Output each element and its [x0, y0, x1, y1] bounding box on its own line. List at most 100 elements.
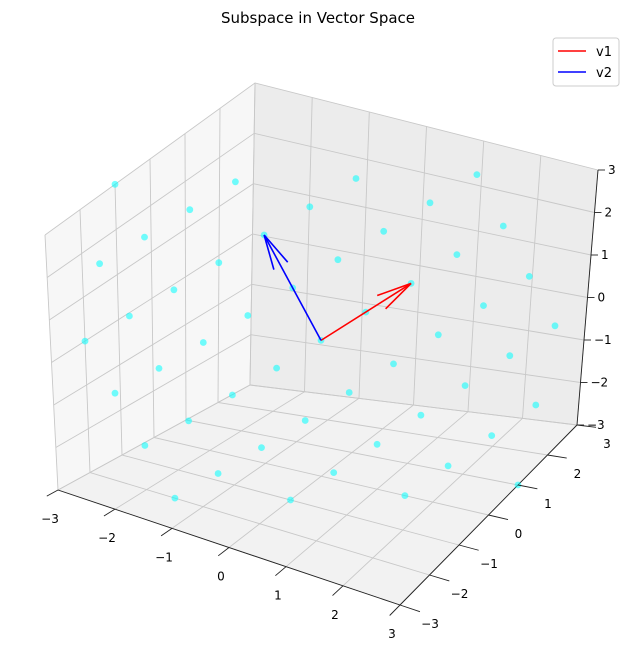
- y-tick-label: −3: [421, 617, 439, 631]
- y-tick-label: −1: [480, 557, 498, 571]
- x-tick-label: −2: [98, 531, 116, 545]
- y-tick-label: −2: [451, 587, 469, 601]
- plane-point: [215, 259, 223, 267]
- plane-points: [81, 171, 559, 504]
- plane-point: [480, 302, 487, 309]
- z-tick-label: −1: [594, 333, 612, 347]
- plane-point: [352, 175, 360, 182]
- y-tick-mark: [429, 574, 450, 582]
- x-tick-mark: [275, 566, 287, 577]
- plane-point: [426, 199, 434, 207]
- vector-arrows: [263, 234, 412, 342]
- x-tick-mark: [46, 489, 59, 497]
- z-tick-label: 2: [605, 206, 613, 220]
- plane-point: [525, 273, 533, 280]
- plane-point: [111, 389, 119, 397]
- plane-point: [185, 417, 193, 425]
- plane-point: [81, 337, 89, 345]
- plane-point: [345, 389, 353, 396]
- plane-point: [473, 171, 481, 179]
- plane-point: [330, 469, 338, 476]
- x-tick-mark: [217, 547, 230, 557]
- z-tick-label: 3: [608, 163, 616, 177]
- vector-v1-head: [385, 282, 412, 310]
- x-tick-mark: [103, 508, 116, 517]
- y-tick-mark: [488, 514, 509, 520]
- vector-v2-head: [263, 234, 275, 270]
- z-tick-label: 0: [598, 291, 606, 305]
- plane-point: [96, 260, 103, 268]
- plane-point: [499, 222, 507, 230]
- plane-point: [444, 462, 452, 470]
- chart-title: Subspace in Vector Space: [221, 9, 415, 27]
- legend-label-v2: v2: [596, 66, 612, 81]
- vector-v2-head: [263, 234, 289, 263]
- plane-point: [155, 365, 163, 372]
- plane-point: [453, 251, 461, 258]
- y-tick-mark: [458, 544, 479, 551]
- y-tick-label: 3: [603, 437, 611, 451]
- plane-point: [373, 440, 381, 448]
- plane-point: [417, 411, 425, 419]
- plane-point: [506, 352, 514, 360]
- y-tick-mark: [547, 454, 567, 459]
- y-tick-label: 0: [515, 527, 523, 541]
- vector-v2: [263, 234, 322, 341]
- plane-point: [380, 227, 388, 235]
- plane-point: [301, 417, 309, 424]
- plane-point: [125, 312, 133, 320]
- vector-v1: [320, 282, 412, 342]
- left-pane: [45, 83, 255, 490]
- plane-point: [258, 444, 265, 451]
- grid-line-y: [249, 82, 578, 426]
- x-tick-label: 3: [388, 627, 396, 641]
- plane-point: [488, 432, 496, 439]
- y-tick-label: 2: [574, 467, 582, 481]
- x-tick-mark: [332, 585, 344, 596]
- plane-point: [551, 322, 559, 330]
- z-tick-label: −3: [587, 418, 605, 432]
- plane-point: [273, 364, 280, 372]
- plane-point: [170, 286, 178, 294]
- x-tick-label: 1: [274, 589, 282, 603]
- plane-point: [434, 331, 442, 339]
- y-tick-mark: [517, 484, 538, 490]
- vector-v1-head: [376, 282, 412, 297]
- axis-panes: [45, 83, 598, 605]
- grid-line-y: [217, 108, 548, 456]
- x-tick-label: 2: [331, 608, 339, 622]
- plane-point: [232, 178, 239, 186]
- plane-point: [111, 180, 119, 188]
- x-tick-label: 0: [217, 570, 225, 584]
- plane-point: [390, 360, 397, 368]
- plane-point: [141, 442, 149, 449]
- plane-point: [199, 339, 207, 346]
- z-tick-label: 1: [601, 248, 609, 262]
- floor-pane: [58, 385, 577, 605]
- plane-point: [287, 496, 294, 504]
- x-tick-mark: [389, 604, 401, 616]
- x-tick-label: −3: [41, 512, 59, 526]
- plane-point: [532, 401, 540, 409]
- z-tick-label: −2: [591, 376, 609, 390]
- plane-point: [461, 382, 469, 389]
- plane-point: [229, 391, 236, 399]
- y-tick-label: 1: [544, 497, 552, 511]
- legend-label-v1: v1: [596, 45, 612, 60]
- plane-point: [171, 494, 179, 502]
- x-tick-label: −1: [155, 550, 173, 564]
- legend-box: [552, 37, 620, 87]
- plane-point: [141, 233, 148, 241]
- plane-point: [334, 256, 342, 264]
- tick-labels: −3 −2 −1 0 1 2 3 −3 −2 −1 0 1 2 3 −3 −2 −1 0 1 2 3: [41, 163, 615, 641]
- y-tick-mark: [399, 604, 421, 613]
- plane-point: [244, 312, 252, 319]
- plane-point: [186, 206, 194, 214]
- plane-point: [214, 470, 222, 477]
- x-tick-mark: [160, 527, 173, 537]
- plane-point: [306, 203, 314, 211]
- back-pane: [250, 83, 598, 425]
